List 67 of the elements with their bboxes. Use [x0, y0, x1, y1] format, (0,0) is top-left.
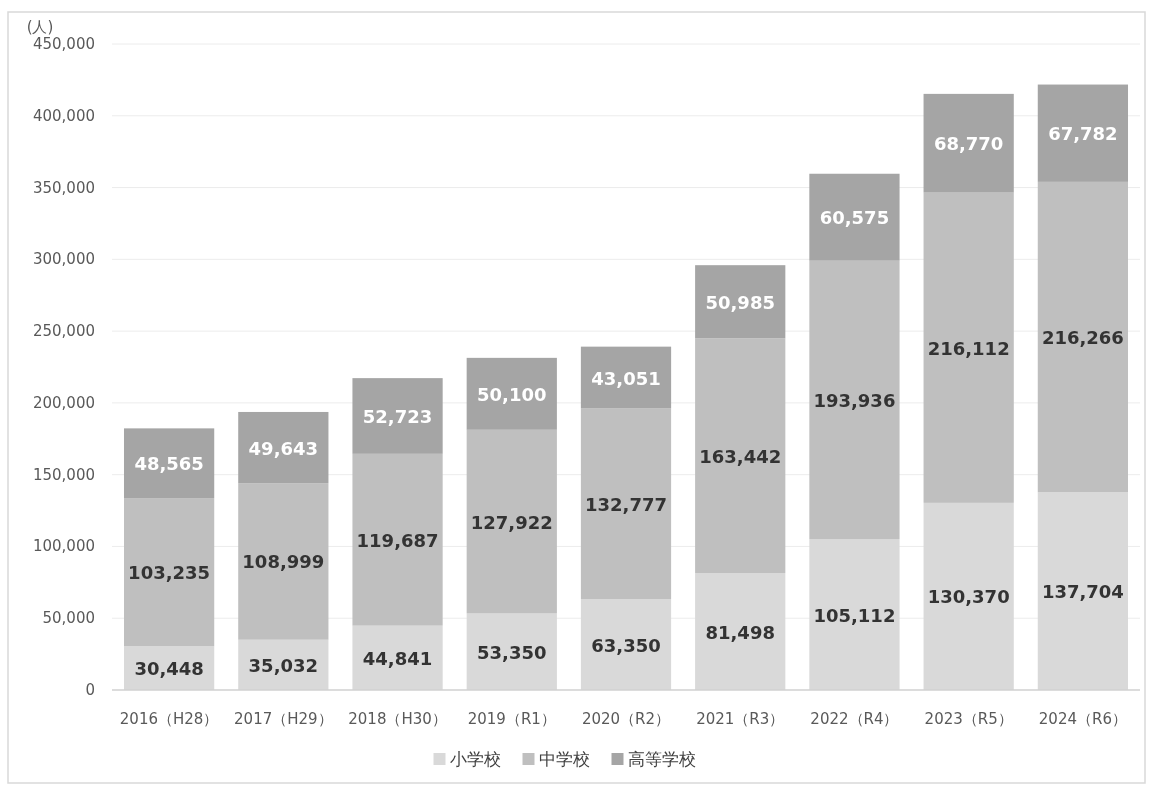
x-tick-label: 2016（H28） [119, 710, 219, 728]
data-label: 81,498 [705, 621, 775, 643]
x-tick-label: 2023（R5） [924, 710, 1013, 728]
x-tick-label: 2019（R1） [467, 710, 556, 728]
data-label: 60,575 [819, 207, 890, 229]
bar [238, 411, 329, 484]
bar [1037, 84, 1129, 182]
y-tick-label: 250,000 [32, 322, 95, 341]
data-label: 163,442 [699, 445, 782, 467]
data-label: 30,448 [134, 658, 204, 680]
bar [580, 408, 672, 600]
x-tick-label: 2017（H29） [234, 710, 333, 728]
y-tick-label: 450,000 [32, 35, 95, 53]
y-tick-label: 0 [85, 681, 95, 699]
data-label: 108,999 [242, 551, 325, 573]
bar [923, 93, 1014, 193]
bar [1037, 181, 1129, 493]
data-label: 130,370 [927, 586, 1010, 608]
x-tick-label: 2021（R3） [696, 710, 785, 728]
bar [352, 453, 443, 626]
data-label: 63,350 [591, 634, 661, 656]
y-tick-label: 300,000 [32, 250, 95, 269]
y-tick-label: 200,000 [32, 393, 95, 412]
bar [466, 357, 557, 430]
data-label: 50,100 [477, 383, 547, 405]
data-label: 132,777 [585, 493, 667, 515]
x-tick-label: 2022（R4） [810, 710, 899, 728]
data-label: 127,922 [470, 511, 553, 533]
data-label: 35,032 [248, 654, 319, 676]
data-label: 50,985 [705, 291, 775, 313]
data-label: 44,841 [362, 647, 433, 669]
x-tick-label: 2018（H30） [348, 710, 447, 728]
y-axis-title: (人) [26, 18, 54, 36]
data-label: 48,565 [134, 453, 204, 475]
data-label: 105,112 [813, 604, 896, 626]
data-label: 193,936 [813, 389, 896, 411]
y-tick-label: 100,000 [32, 537, 95, 556]
data-label: 119,687 [356, 529, 439, 551]
y-tick-label: 350,000 [32, 178, 95, 197]
data-label: 216,112 [927, 337, 1010, 359]
data-label: 67,782 [1048, 123, 1118, 145]
data-label: 43,051 [591, 367, 661, 389]
data-label: 52,723 [362, 405, 433, 427]
bar [809, 173, 900, 261]
bar [123, 428, 215, 499]
x-tick-label: 2024（R6） [1038, 710, 1127, 728]
y-tick-label: 150,000 [32, 465, 95, 484]
bar [238, 483, 329, 640]
data-label: 137,704 [1041, 581, 1124, 603]
bar [352, 378, 443, 454]
x-tick-label: 2020（R2） [581, 710, 671, 728]
bar [923, 192, 1014, 503]
bar [695, 265, 786, 339]
bar [809, 260, 900, 540]
bar [466, 429, 557, 614]
data-label: 68,770 [933, 133, 1004, 155]
bar [123, 498, 215, 647]
y-tick-label: 50,000 [42, 609, 95, 628]
legend-label: 小学校 [449, 749, 501, 769]
data-label: 216,266 [1041, 327, 1124, 349]
data-label: 49,643 [248, 437, 319, 459]
y-tick-label: 400,000 [32, 106, 95, 125]
legend-label: 高等学校 [627, 749, 696, 769]
bar [695, 338, 786, 574]
legend-label: 中学校 [538, 749, 590, 769]
data-label: 103,235 [128, 562, 211, 584]
data-label: 53,350 [477, 641, 547, 663]
